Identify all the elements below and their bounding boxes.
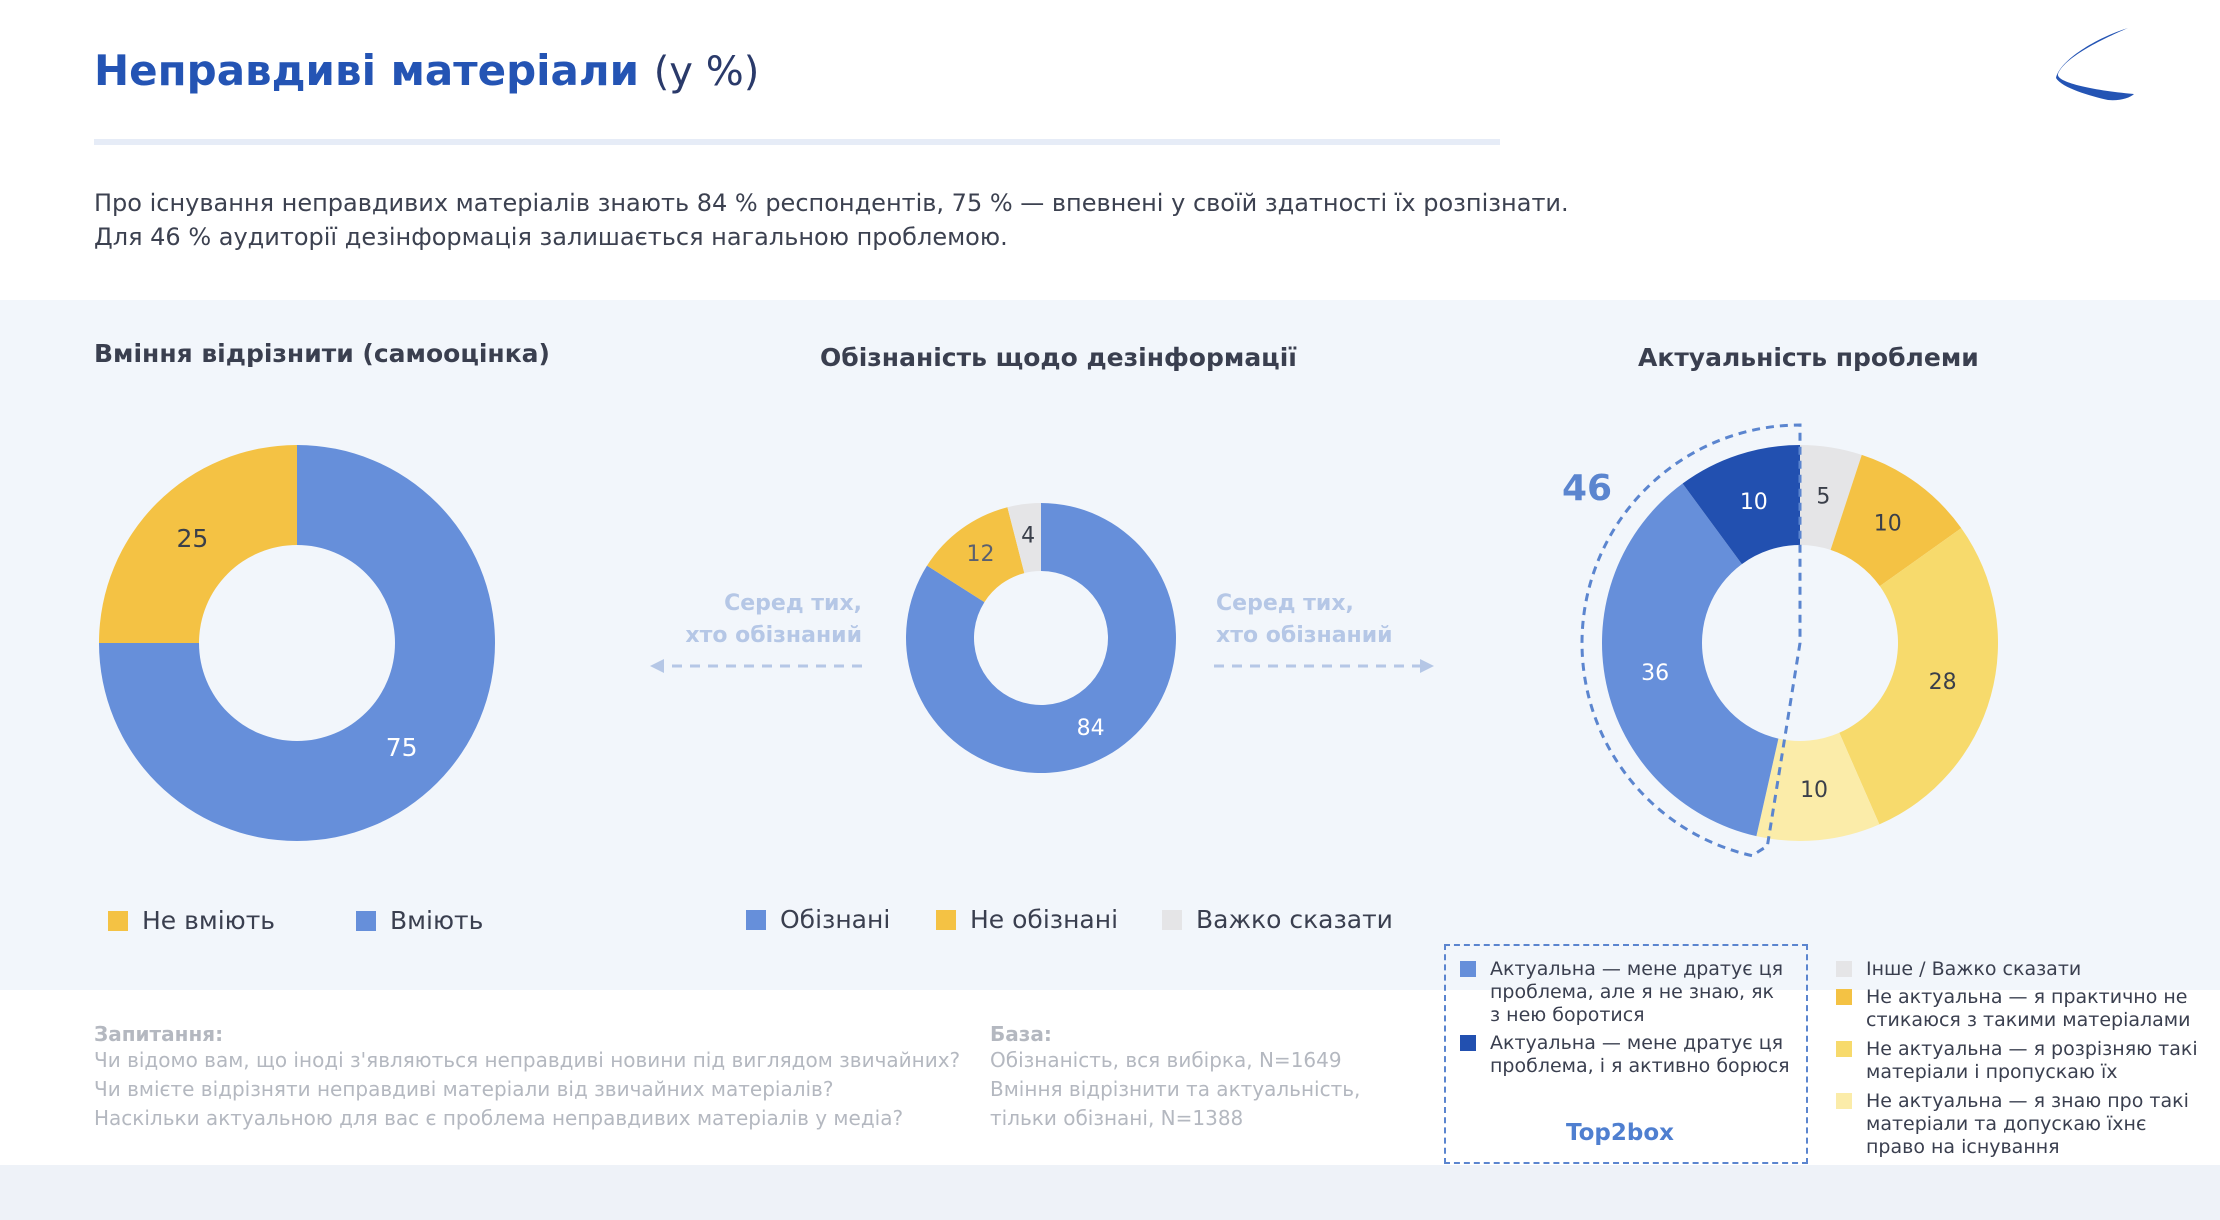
donut-slice xyxy=(1830,454,1962,587)
title-unit: (у %) xyxy=(653,49,760,95)
lead-line-1: Про існування неправдивих матеріалів зна… xyxy=(94,189,1569,217)
donut-chart-relevance: 5 10 28 10 36 10 xyxy=(1602,445,1998,841)
data-label: 84 xyxy=(1077,716,1105,741)
arrow-left-line1: Серед тих, xyxy=(724,591,862,616)
data-label: 36 xyxy=(1641,661,1669,686)
page-title: Неправдиві матеріали (у %) xyxy=(94,46,759,95)
legend-label: Важко сказати xyxy=(1196,905,1393,934)
brand-logo-icon xyxy=(2056,28,2134,101)
legend-label: Не обізнані xyxy=(970,905,1119,934)
legend-swatch-gray xyxy=(1162,909,1182,930)
donut-slice xyxy=(1602,483,1779,837)
legend-swatch-blue xyxy=(1460,961,1476,977)
legend-label: Не актуальна — я практично не стикаюся з… xyxy=(1866,986,2191,1031)
question-1: Чи відомо вам, що іноді з'являються непр… xyxy=(94,1048,961,1072)
donut-slice xyxy=(906,503,1176,773)
legend-swatch-pale-yellow xyxy=(1836,1093,1852,1109)
arrow-right-icon xyxy=(1214,659,1434,673)
legend-item-not-encounter: Не актуальна — я практично не стикаюся з… xyxy=(1836,986,2206,1032)
donut-slice xyxy=(99,445,495,841)
donut-chart-skill: 75 25 xyxy=(99,445,495,841)
donut-slice xyxy=(1800,445,1862,550)
data-label: 10 xyxy=(1740,490,1768,515)
lead-text: Про існування неправдивих матеріалів зна… xyxy=(94,186,1569,254)
question-3: Наскільки актуальною для вас є проблема … xyxy=(94,1106,904,1130)
legend-swatch-blue xyxy=(746,909,766,930)
data-label: 25 xyxy=(176,524,208,553)
donut-slice xyxy=(1756,732,1880,841)
legend-label: Обізнані xyxy=(780,905,891,934)
legend-item-able: Вміють xyxy=(356,906,483,935)
legend-label: Інше / Важко сказати xyxy=(1866,958,2082,980)
chart2-title: Обізнаність щодо дезінформації xyxy=(820,343,1297,372)
notes-panel xyxy=(60,990,1384,1165)
chart3-title: Актуальність проблеми xyxy=(1638,343,1979,372)
bottom-strip xyxy=(0,1165,2220,1220)
data-label: 75 xyxy=(386,733,418,762)
arrow-right-caption: Серед тих, хто обізнаний xyxy=(1216,588,1436,652)
donut-slice xyxy=(1839,528,1998,825)
base-heading: База: xyxy=(990,1022,1052,1046)
donut-slice xyxy=(1007,503,1041,574)
title-text: Неправдиві матеріали xyxy=(94,46,640,95)
data-label: 4 xyxy=(1021,523,1035,548)
arrow-left-line2: хто обізнаний xyxy=(685,623,862,648)
donut-slice xyxy=(99,445,297,643)
legend-item-other: Інше / Важко сказати xyxy=(1836,958,2206,981)
legend-item-not-aware: Не обізнані xyxy=(936,905,1118,934)
top2box-legend-box xyxy=(1444,944,1808,1164)
base-line-1: Обізнаність, вся вибірка, N=1649 xyxy=(990,1048,1342,1072)
legend-label: Актуальна — мене дратує ця проблема, і я… xyxy=(1490,1032,1790,1077)
header-divider xyxy=(94,139,1500,145)
legend-item-aware: Обізнані xyxy=(746,905,890,934)
lead-line-2: Для 46 % аудиторії дезінформація залишає… xyxy=(94,223,1008,251)
arrow-left-caption: Серед тих, хто обізнаний xyxy=(650,588,862,652)
legend-label: Не актуальна — я розрізняю такі матеріал… xyxy=(1866,1038,2198,1083)
data-label: 10 xyxy=(1800,778,1828,803)
data-label: 12 xyxy=(966,542,994,567)
legend-swatch-dark-blue xyxy=(1460,1035,1476,1051)
legend-label: Не актуальна — я знаю про такі матеріали… xyxy=(1866,1090,2189,1158)
legend-swatch-gray xyxy=(1836,961,1852,977)
top2box-label: Top2box xyxy=(1566,1120,1675,1146)
donut-slice xyxy=(927,507,1025,603)
base-line-2: Вміння відрізнити та актуальність, xyxy=(990,1077,1361,1101)
legend-item-hard-to-say: Важко сказати xyxy=(1162,905,1393,934)
data-label: 28 xyxy=(1929,670,1957,695)
legend-swatch-yellow xyxy=(1836,1041,1852,1057)
legend-item-relevant-fighting: Актуальна — мене дратує ця проблема, і я… xyxy=(1460,1032,1790,1078)
chart1-title: Вміння відрізнити (самооцінка) xyxy=(94,339,550,368)
legend-item-tolerate: Не актуальна — я знаю про такі матеріали… xyxy=(1836,1090,2206,1159)
legend-label: Не вміють xyxy=(142,906,276,935)
arrow-right-line1: Серед тих, xyxy=(1216,591,1354,616)
legend-label: Актуальна — мене дратує ця проблема, але… xyxy=(1490,958,1784,1026)
arrow-left-icon xyxy=(650,659,862,673)
legend-swatch-blue xyxy=(356,910,376,931)
legend-label: Вміють xyxy=(390,906,484,935)
legend-item-not-able: Не вміють xyxy=(108,906,275,935)
legend-item-relevant-dont-know: Актуальна — мене дратує ця проблема, але… xyxy=(1460,958,1790,1027)
top2box-highlight-arc xyxy=(1580,423,1802,858)
legend-swatch-orange xyxy=(936,909,956,930)
data-label: 10 xyxy=(1874,511,1902,536)
questions-block: Запитання: Чи відомо вам, що іноді з'явл… xyxy=(94,1022,994,1133)
base-block: База: Обізнаність, вся вибірка, N=1649 В… xyxy=(990,1022,1370,1133)
base-line-3: тільки обізнані, N=1388 xyxy=(990,1106,1244,1130)
donut-charts-svg: 75 25 84 12 4 5 10 28 10 36 10 xyxy=(99,423,1998,858)
donut-slice xyxy=(1682,445,1800,565)
legend-swatch-orange xyxy=(108,910,128,931)
legend-item-skip: Не актуальна — я розрізняю такі матеріал… xyxy=(1836,1038,2206,1084)
question-2: Чи вмієте відрізняти неправдиві матеріал… xyxy=(94,1077,834,1101)
data-label: 5 xyxy=(1816,484,1830,509)
top2box-total: 46 xyxy=(1562,468,1613,509)
legend-swatch-orange xyxy=(1836,989,1852,1005)
questions-heading: Запитання: xyxy=(94,1022,224,1046)
donut-chart-awareness: 84 12 4 xyxy=(906,503,1176,773)
arrow-right-line2: хто обізнаний xyxy=(1216,623,1393,648)
